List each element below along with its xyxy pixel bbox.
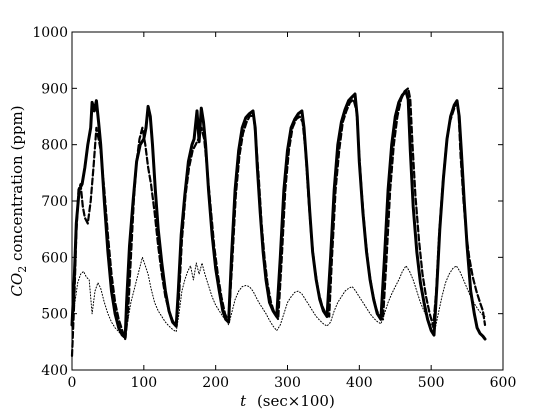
x-tick-label: 200 (202, 375, 229, 391)
x-tick-label: 500 (418, 375, 445, 391)
y-axis-label-sub: 2 (16, 266, 29, 273)
x-axis-label-unit: (sec×100) (257, 392, 335, 410)
series-layer (70, 87, 487, 357)
series-line-dotted (71, 256, 486, 340)
x-tick-label: 600 (490, 375, 517, 391)
series-line-dashed (70, 87, 487, 357)
y-axis-label: CO2 concentration (ppm) (8, 105, 29, 296)
y-tick-label: 1000 (32, 25, 68, 41)
y-axis-label-var: CO (8, 273, 26, 297)
y-tick-label: 700 (41, 194, 68, 210)
tick-labels-layer: 0 100 200 300 400 500 600 400 500 600 700 800 900 100… (32, 25, 516, 391)
x-tick-label: 300 (274, 375, 301, 391)
x-tick-label: 400 (346, 375, 373, 391)
y-axis-label-rest: concentration (ppm) (8, 105, 26, 265)
y-tick-label: 500 (41, 307, 68, 323)
y-tick-label: 900 (41, 81, 68, 97)
x-tick-label: 100 (130, 375, 157, 391)
ticks-layer (71, 31, 504, 371)
x-axis-label: t (sec×100) (240, 392, 335, 410)
plot-frame (71, 31, 504, 371)
y-tick-label: 600 (41, 250, 68, 266)
x-axis-label-var: t (240, 392, 247, 410)
x-tick-label: 0 (68, 375, 77, 391)
y-tick-label: 400 (41, 363, 68, 379)
y-tick-label: 800 (41, 138, 68, 154)
